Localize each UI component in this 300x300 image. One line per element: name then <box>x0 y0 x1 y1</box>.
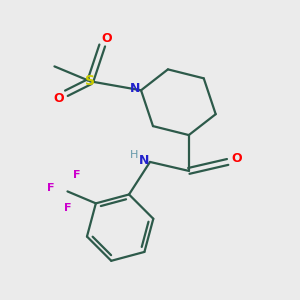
Text: N: N <box>130 82 140 95</box>
Text: O: O <box>231 152 242 166</box>
Text: O: O <box>101 32 112 44</box>
Text: N: N <box>139 154 149 167</box>
Text: F: F <box>47 183 55 194</box>
Text: H: H <box>129 150 138 161</box>
Text: S: S <box>85 74 95 88</box>
Text: F: F <box>64 203 71 213</box>
Text: O: O <box>54 92 64 105</box>
Text: F: F <box>73 170 80 180</box>
